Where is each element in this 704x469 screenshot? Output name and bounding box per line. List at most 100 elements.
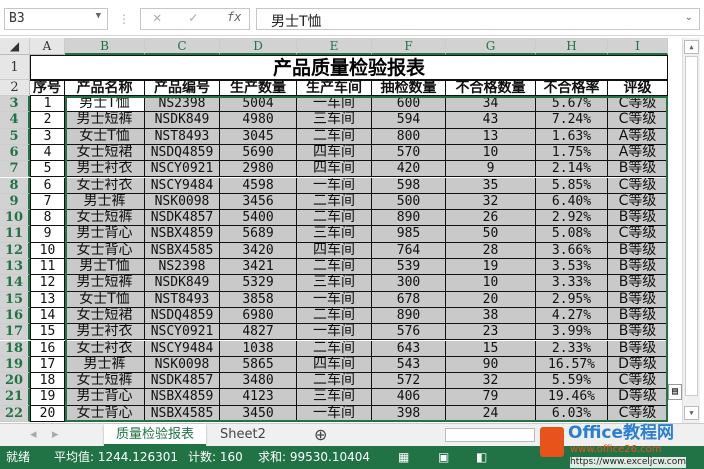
header-cell[interactable]: 抽检数量: [372, 80, 446, 96]
row-header-1[interactable]: 1: [0, 55, 30, 80]
table-cell[interactable]: 38: [446, 307, 536, 325]
column-header-G[interactable]: G: [446, 38, 536, 55]
table-cell[interactable]: 三车间: [297, 112, 372, 129]
page-break-icon[interactable]: ◧: [476, 450, 488, 464]
table-cell[interactable]: 女士衬衣: [65, 340, 145, 357]
table-cell[interactable]: 女士短裤: [65, 210, 145, 227]
table-cell[interactable]: 19.46%: [536, 389, 608, 406]
table-cell[interactable]: B等级: [608, 161, 668, 178]
row-header-20[interactable]: 20: [0, 373, 30, 390]
table-cell[interactable]: 6.40%: [536, 193, 608, 211]
table-cell[interactable]: 28: [446, 242, 536, 259]
table-cell[interactable]: 800: [372, 128, 446, 145]
normal-view-icon[interactable]: ▦: [398, 450, 410, 464]
table-cell[interactable]: B等级: [608, 259, 668, 276]
row-header-17[interactable]: 17: [0, 324, 30, 341]
table-cell[interactable]: 5.85%: [536, 177, 608, 194]
table-cell[interactable]: 15: [30, 324, 65, 341]
table-cell[interactable]: 女士T恤: [65, 128, 145, 145]
table-cell[interactable]: D等级: [608, 356, 668, 374]
header-cell[interactable]: 序号: [30, 80, 65, 96]
table-cell[interactable]: 3421: [220, 259, 297, 276]
table-cell[interactable]: 19: [446, 259, 536, 276]
table-cell[interactable]: 9: [446, 161, 536, 178]
table-cell[interactable]: 4598: [220, 177, 297, 194]
table-cell[interactable]: NSDK849: [145, 112, 220, 129]
table-cell[interactable]: NSCY9484: [145, 340, 220, 357]
table-cell[interactable]: 2.92%: [536, 210, 608, 227]
table-cell[interactable]: 6.03%: [536, 405, 608, 422]
header-cell[interactable]: 生产数量: [220, 80, 297, 96]
table-cell[interactable]: 3480: [220, 373, 297, 390]
column-header-F[interactable]: F: [372, 38, 446, 55]
expand-icon[interactable]: ⌄: [684, 12, 693, 23]
table-cell[interactable]: 10: [446, 275, 536, 292]
table-cell[interactable]: 598: [372, 177, 446, 194]
table-cell[interactable]: 572: [372, 373, 446, 390]
table-cell[interactable]: NSCY0921: [145, 161, 220, 178]
table-cell[interactable]: 11: [30, 259, 65, 276]
table-cell[interactable]: NS2398: [145, 96, 220, 113]
table-cell[interactable]: 二车间: [297, 128, 372, 145]
table-cell[interactable]: NSK0098: [145, 193, 220, 211]
header-cell[interactable]: 生产车间: [297, 80, 372, 96]
table-cell[interactable]: 二车间: [297, 373, 372, 390]
table-cell[interactable]: C等级: [608, 96, 668, 113]
table-cell[interactable]: 5400: [220, 210, 297, 227]
table-cell[interactable]: 32: [446, 193, 536, 211]
table-cell[interactable]: 18: [30, 373, 65, 390]
table-cell[interactable]: 10: [446, 144, 536, 162]
row-header-22[interactable]: 22: [0, 405, 30, 422]
table-cell[interactable]: C等级: [608, 226, 668, 243]
table-cell[interactable]: C等级: [608, 405, 668, 422]
table-cell[interactable]: 594: [372, 112, 446, 129]
table-cell[interactable]: NST8493: [145, 128, 220, 145]
header-cell[interactable]: 评级: [608, 80, 668, 96]
table-cell[interactable]: 890: [372, 210, 446, 227]
table-cell[interactable]: 5.08%: [536, 226, 608, 243]
header-cell[interactable]: 产品名称: [65, 80, 145, 96]
table-cell[interactable]: 2.14%: [536, 161, 608, 178]
table-cell[interactable]: 1.63%: [536, 128, 608, 145]
table-cell[interactable]: NST8493: [145, 291, 220, 308]
table-cell[interactable]: 4827: [220, 324, 297, 341]
row-header-9[interactable]: 9: [0, 193, 30, 211]
table-cell[interactable]: 2.95%: [536, 291, 608, 308]
row-header-19[interactable]: 19: [0, 356, 30, 374]
table-cell[interactable]: 女士短裙: [65, 307, 145, 325]
table-cell[interactable]: 四车间: [297, 356, 372, 374]
table-cell[interactable]: NSCY9484: [145, 177, 220, 194]
table-cell[interactable]: 男士背心: [65, 226, 145, 243]
sheet-tab-quality-report[interactable]: 质量检验报表: [104, 424, 207, 446]
table-cell[interactable]: NSCY0921: [145, 324, 220, 341]
name-box[interactable]: B3 ▼: [4, 8, 108, 30]
table-cell[interactable]: 500: [372, 193, 446, 211]
row-header-2[interactable]: 2: [0, 80, 30, 96]
table-cell[interactable]: NSBX4859: [145, 389, 220, 406]
table-cell[interactable]: 90: [446, 356, 536, 374]
table-cell[interactable]: 1038: [220, 340, 297, 357]
table-cell[interactable]: 7: [30, 193, 65, 211]
table-cell[interactable]: 420: [372, 161, 446, 178]
table-cell[interactable]: 一车间: [297, 96, 372, 113]
scroll-down-icon[interactable]: ▼: [684, 406, 699, 420]
scroll-up-icon[interactable]: ▲: [684, 40, 699, 54]
table-cell[interactable]: 6: [30, 177, 65, 194]
table-cell[interactable]: 19: [30, 389, 65, 406]
header-cell[interactable]: 不合格率: [536, 80, 608, 96]
table-cell[interactable]: 34: [446, 96, 536, 113]
row-header-12[interactable]: 12: [0, 242, 30, 259]
table-cell[interactable]: NSDQ4859: [145, 307, 220, 325]
table-cell[interactable]: 5.67%: [536, 96, 608, 113]
table-cell[interactable]: 三车间: [297, 226, 372, 243]
table-cell[interactable]: 10: [30, 242, 65, 259]
table-cell[interactable]: 5: [30, 161, 65, 178]
row-header-6[interactable]: 6: [0, 144, 30, 162]
sheet-tab-sheet2[interactable]: Sheet2: [220, 427, 266, 442]
table-cell[interactable]: 女士短裤: [65, 373, 145, 390]
table-cell[interactable]: 男士裤: [65, 356, 145, 374]
prev-sheet-icon[interactable]: ◂: [30, 427, 37, 442]
row-header-15[interactable]: 15: [0, 291, 30, 308]
table-cell[interactable]: B等级: [608, 242, 668, 259]
table-cell[interactable]: NSDQ4859: [145, 144, 220, 162]
